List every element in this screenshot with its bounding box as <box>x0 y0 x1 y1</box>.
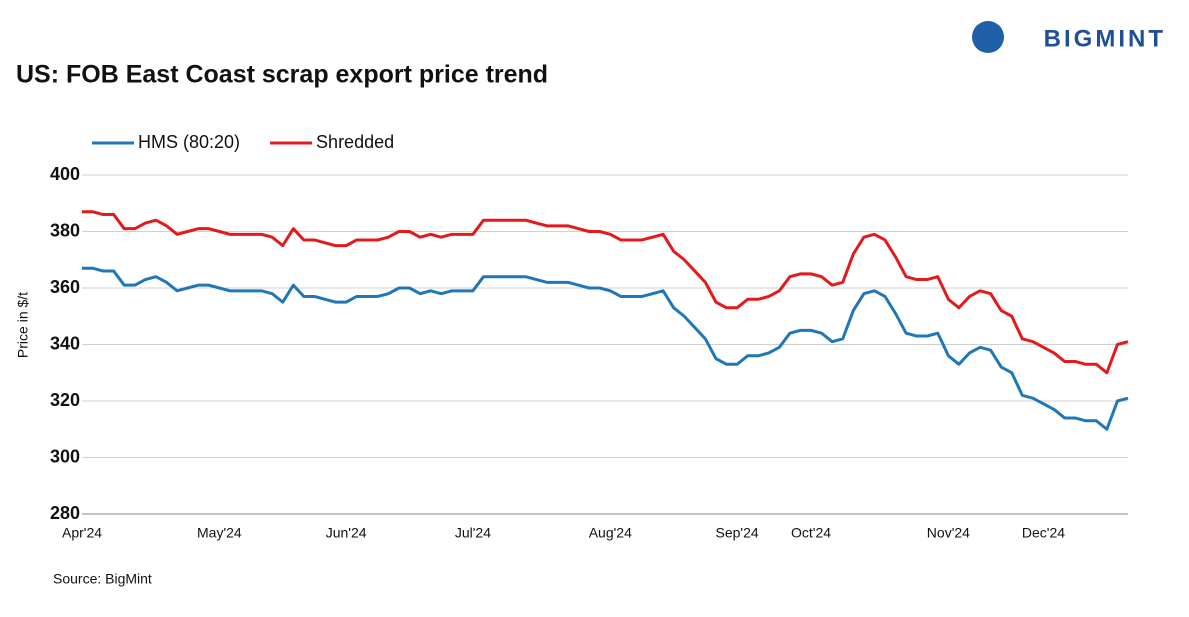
series-line <box>82 266 1129 431</box>
x-tick-label: May'24 <box>197 525 242 541</box>
x-tick-label: Sep'24 <box>715 525 758 541</box>
legend-label: Shredded <box>316 132 394 152</box>
brand: BIGMINT <box>1044 25 1166 52</box>
y-tick-label: 400 <box>50 164 80 184</box>
x-tick-label: Oct'24 <box>791 525 831 541</box>
y-tick-label: 380 <box>50 220 80 240</box>
x-tick-label: Dec'24 <box>1022 525 1065 541</box>
y-axis-label: Price in $/t <box>15 292 31 358</box>
source: Source: BigMint <box>53 571 152 587</box>
x-tick-label: Jul'24 <box>455 525 491 541</box>
series-line <box>82 210 1129 375</box>
y-tick-label: 320 <box>50 390 80 410</box>
y-tick-label: 300 <box>50 446 80 466</box>
x-tick-label: Apr'24 <box>62 525 102 541</box>
legend-label: HMS (80:20) <box>138 132 240 152</box>
x-tick-label: Jun'24 <box>326 525 367 541</box>
logo-icon <box>972 21 1004 53</box>
y-tick-label: 340 <box>50 333 80 353</box>
y-tick-label: 360 <box>50 277 80 297</box>
chart-title: US: FOB East Coast scrap export price tr… <box>16 61 548 89</box>
x-tick-label: Nov'24 <box>927 525 970 541</box>
y-tick-label: 280 <box>50 503 80 523</box>
x-tick-label: Aug'24 <box>589 525 632 541</box>
